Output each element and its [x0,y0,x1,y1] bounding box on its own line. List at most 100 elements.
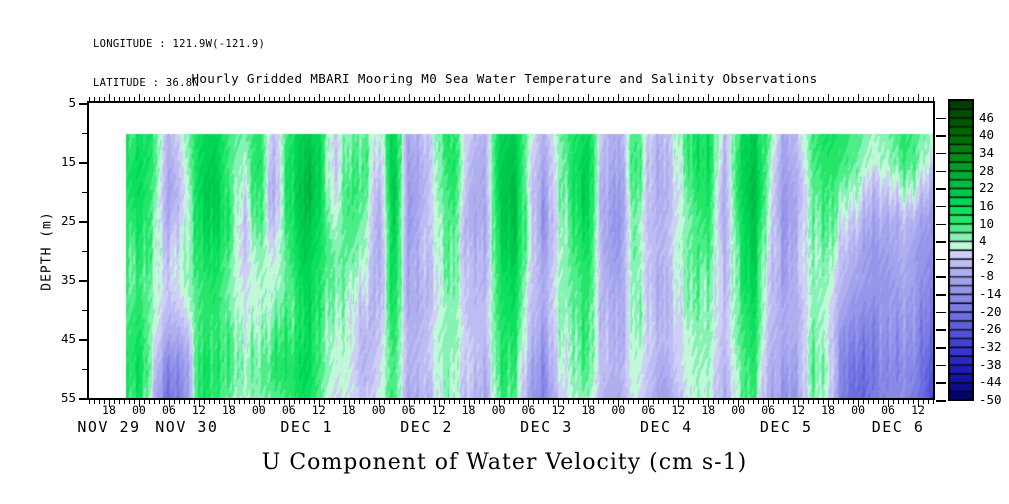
x-axis-tick [168,94,170,101]
x-axis-tick [673,97,675,101]
x-axis-tick [358,97,360,101]
x-axis-tick [468,400,470,407]
x-axis-tick [93,97,95,101]
x-axis-tick [913,97,915,101]
x-axis-tick [848,400,850,404]
x-hour-label: 06 [521,403,536,417]
x-axis-tick [293,97,295,101]
x-axis-tick [343,97,345,101]
x-axis-tick [433,97,435,101]
x-axis-tick [923,400,924,404]
x-axis-tick [808,400,810,404]
x-axis-tick [733,400,735,404]
x-axis-tick [248,97,250,101]
x-axis-tick [233,400,235,404]
x-axis-tick [653,97,655,101]
x-axis-tick [833,400,835,404]
x-axis-tick [483,97,485,101]
x-axis-tick [158,400,160,404]
x-axis-tick [608,400,610,404]
x-axis-tick [868,97,870,101]
x-axis-tick [788,400,790,404]
x-axis-tick [183,400,185,404]
x-axis-tick [798,94,800,101]
x-axis-tick [718,97,720,101]
x-axis-tick [308,400,310,404]
x-axis-tick [713,97,715,101]
x-axis-tick [768,400,770,407]
x-axis-tick [918,94,920,101]
colorbar-label: 16 [979,197,995,213]
colorbar-label: 34 [979,144,995,160]
x-axis-tick [98,97,100,101]
x-axis-tick [833,97,835,101]
x-axis-tick [438,94,440,101]
x-axis-tick [373,400,375,404]
x-axis-tick [268,97,270,101]
x-axis-tick [538,400,540,404]
x-axis-tick [633,400,635,404]
x-axis-tick [793,400,795,404]
x-axis-tick [733,97,735,101]
x-axis-tick [173,400,175,404]
x-axis-tick [493,97,495,101]
x-axis-tick [523,97,525,101]
colorbar-label: 28 [979,162,995,178]
x-axis-tick [678,400,680,407]
x-axis-tick [89,97,90,101]
x-axis-tick [543,97,545,101]
x-axis-tick [488,97,490,101]
x-axis-tick [813,97,815,101]
x-axis-tick [513,400,515,404]
x-axis-tick [888,94,890,101]
x-hour-label: 00 [731,403,746,417]
x-axis-tick [598,400,600,404]
x-hour-label: 18 [341,403,356,417]
x-axis-tick [583,400,585,404]
x-axis-tick [508,97,510,101]
x-axis-tick [408,400,410,407]
x-axis-tick [103,97,105,101]
x-axis-tick [368,400,370,404]
x-axis-tick [478,400,480,404]
x-axis-tick [503,400,505,404]
x-axis-tick [798,400,800,407]
colorbar-label: 10 [979,215,995,231]
x-hour-label: 12 [191,403,206,417]
y-tick-label: 55 [60,390,76,405]
x-axis-tick [883,97,885,101]
colorbar-tick [936,400,946,402]
x-axis-tick [183,97,185,101]
x-axis-tick [648,400,650,407]
x-axis-tick [628,400,630,404]
x-axis-tick [113,97,115,101]
x-axis-tick [278,400,280,404]
x-axis-tick [353,400,355,404]
x-axis-tick [463,400,465,404]
x-axis-tick [348,94,350,101]
x-hour-label: 00 [851,403,866,417]
x-axis-tick [878,400,880,404]
x-axis-tick [593,400,595,404]
x-axis-title: U Component of Water Velocity (cm s-1) [261,450,748,475]
colorbar-tick [936,347,946,349]
x-hour-label: 00 [371,403,386,417]
x-axis-tick [278,97,280,101]
x-axis-tick [253,97,255,101]
x-date-label: DEC 2 [400,418,453,436]
x-axis-tick [103,400,105,404]
x-axis-tick [633,97,635,101]
x-axis-tick [853,400,855,404]
x-axis-tick [668,97,670,101]
plot-frame [87,101,935,400]
x-axis-tick [143,97,145,101]
y-axis-tick [79,280,87,282]
x-axis-tick [808,97,810,101]
x-axis-tick [623,97,625,101]
x-axis-tick [893,97,895,101]
x-axis-tick [708,94,710,101]
colorbar-tick [936,117,946,120]
x-axis-tick [683,400,685,404]
x-axis-tick [343,400,345,404]
